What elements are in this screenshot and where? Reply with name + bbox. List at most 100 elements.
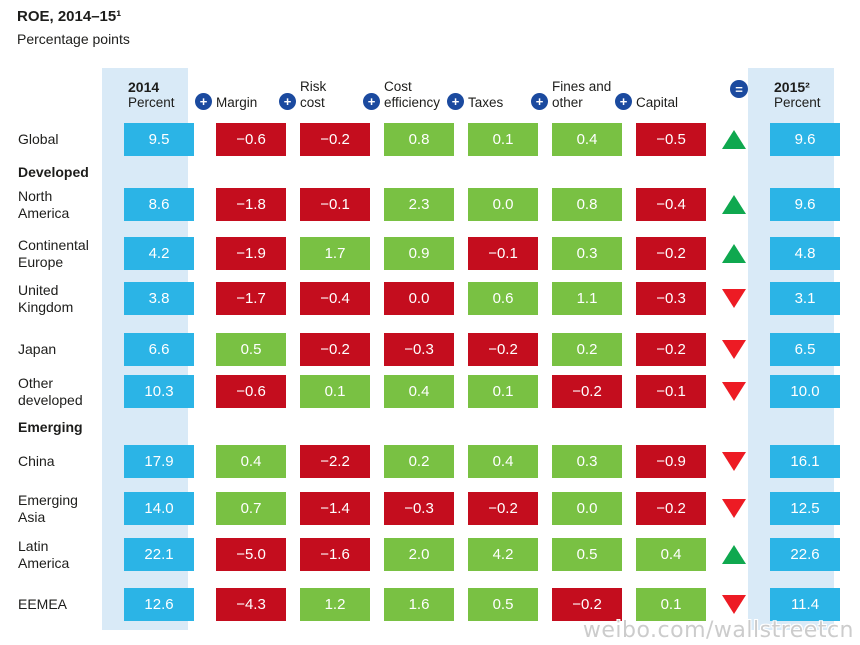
trend-column — [720, 333, 748, 366]
factor-cell: −0.3 — [384, 492, 454, 525]
roe-2014-cell: 6.6 — [124, 333, 194, 366]
trend-column — [720, 123, 748, 156]
factor-cell: −0.6 — [216, 123, 286, 156]
trend-arrow-down-icon — [722, 595, 746, 614]
column-header-2014: 2014 Percent — [116, 68, 202, 116]
section-label: Developed — [18, 164, 89, 180]
roe-2015-cell: 16.1 — [770, 445, 840, 478]
factor-cell: 0.5 — [468, 588, 538, 621]
roe-2015-column: 6.5 — [762, 333, 848, 366]
roe-2015-cell: 9.6 — [770, 188, 840, 221]
roe-2015-column: 16.1 — [762, 445, 848, 478]
trend-arrow-down-icon — [722, 499, 746, 519]
row-label: Japan — [18, 341, 57, 358]
factor-cell: −1.4 — [300, 492, 370, 525]
factor-cell: −1.7 — [216, 282, 286, 315]
roe-2014-column: 9.5 — [116, 123, 202, 156]
factor-cell: −1.9 — [216, 237, 286, 270]
factor-cell: 0.2 — [552, 333, 622, 366]
table-header: 2014 Percent + Margin + Risk cost + Cost… — [16, 68, 848, 116]
factor-cell: −0.9 — [636, 445, 706, 478]
factor-cell: −0.5 — [636, 123, 706, 156]
roe-2014-column: 6.6 — [116, 333, 202, 366]
factor-cell: 0.4 — [384, 375, 454, 408]
trend-column — [720, 282, 748, 316]
plus-icon: + — [447, 93, 464, 110]
chart-unit-label: Percentage points — [17, 31, 130, 47]
factor-cell: −0.2 — [636, 492, 706, 525]
factor-cell: −1.6 — [300, 538, 370, 571]
factor-cell: 0.2 — [384, 445, 454, 478]
roe-2014-column: 10.3 — [116, 375, 202, 409]
factor-cell: −0.4 — [636, 188, 706, 221]
factor-cell: −0.2 — [468, 333, 538, 366]
factor-cell: −0.3 — [384, 333, 454, 366]
row-label: Other developed — [18, 375, 83, 408]
factor-cell: −0.1 — [636, 375, 706, 408]
trend-column — [720, 188, 748, 222]
roe-2014-column: 4.2 — [116, 237, 202, 271]
factor-cell: 0.5 — [216, 333, 286, 366]
column-header-margin: + Margin — [195, 68, 286, 116]
watermark: weibo.com/wallstreetcn — [582, 618, 854, 643]
row-label: Emerging Asia — [18, 492, 78, 525]
trend-column — [720, 538, 748, 572]
factor-cell: −1.8 — [216, 188, 286, 221]
equals-column: = — [720, 68, 748, 116]
factor-cell: 0.0 — [468, 188, 538, 221]
roe-2015-cell: 10.0 — [770, 375, 840, 408]
factor-cell: −0.2 — [636, 237, 706, 270]
roe-2014-cell: 22.1 — [124, 538, 194, 571]
factor-cell: 1.2 — [300, 588, 370, 621]
factor-cell: 1.7 — [300, 237, 370, 270]
roe-2015-cell: 12.5 — [770, 492, 840, 525]
section-label: Emerging — [18, 418, 83, 435]
factor-cell: −2.2 — [300, 445, 370, 478]
table-row: United Kingdom 3.8 −1.7 −0.4 0.0 0.6 1.1 −0.3 3.… — [16, 282, 848, 315]
trend-column — [720, 588, 748, 621]
roe-2015-cell: 22.6 — [770, 538, 840, 571]
row-label: North America — [18, 188, 70, 221]
trend-arrow-down-icon — [722, 382, 746, 402]
plus-icon: + — [615, 93, 632, 110]
factor-cell: −0.2 — [468, 492, 538, 525]
column-header-2015-year: 2015² — [774, 78, 810, 95]
column-header-risk-cost: + Risk cost — [279, 68, 370, 116]
roe-2015-cell: 9.6 — [770, 123, 840, 156]
factor-cell: 0.4 — [552, 123, 622, 156]
column-header-capital: + Capital — [615, 68, 706, 116]
roe-2014-column: 3.8 — [116, 282, 202, 316]
factor-cell: −0.2 — [552, 588, 622, 621]
table-row: Other developed 10.3 −0.6 0.1 0.4 0.1 −0.2 −0.1… — [16, 375, 848, 408]
column-header-cost-efficiency: + Cost efficiency — [363, 68, 454, 116]
roe-2014-cell: 3.8 — [124, 282, 194, 315]
table-row: EEMEA 12.6 −4.3 1.2 1.6 0.5 −0.2 0.1 11.4 — [16, 588, 848, 621]
factor-cell: 1.1 — [552, 282, 622, 315]
column-header-2014-year: 2014 — [128, 78, 160, 95]
roe-2015-column: 9.6 — [762, 123, 848, 156]
factor-cell: −0.2 — [636, 333, 706, 366]
roe-2014-column: 17.9 — [116, 445, 202, 478]
roe-2014-column: 8.6 — [116, 188, 202, 222]
factor-cell: 0.4 — [216, 445, 286, 478]
trend-arrow-down-icon — [722, 340, 746, 359]
roe-2015-column: 9.6 — [762, 188, 848, 222]
factor-cell: 0.8 — [552, 188, 622, 221]
table-body: Global 9.5 −0.6 −0.2 0.8 0.1 0.4 −0.5 9.6 Develop… — [16, 123, 848, 621]
chart-title: ROE, 2014–15¹ — [17, 8, 122, 25]
column-header-2015-unit: Percent — [774, 95, 821, 111]
factor-cell: 2.0 — [384, 538, 454, 571]
factor-cell: −5.0 — [216, 538, 286, 571]
factor-cell: 0.0 — [552, 492, 622, 525]
roe-2014-cell: 10.3 — [124, 375, 194, 408]
factor-cell: 4.2 — [468, 538, 538, 571]
factor-cell: −4.3 — [216, 588, 286, 621]
factor-cell: 1.6 — [384, 588, 454, 621]
factor-cell: −0.1 — [468, 237, 538, 270]
factor-cell: −0.6 — [216, 375, 286, 408]
table-row: China 17.9 0.4 −2.2 0.2 0.4 0.3 −0.9 16.1 — [16, 445, 848, 478]
column-header-fines-and-other: + Fines and other — [531, 68, 622, 116]
roe-2014-cell: 9.5 — [124, 123, 194, 156]
table-row: North America 8.6 −1.8 −0.1 2.3 0.0 0.8 −0.4 9.6 — [16, 188, 848, 221]
